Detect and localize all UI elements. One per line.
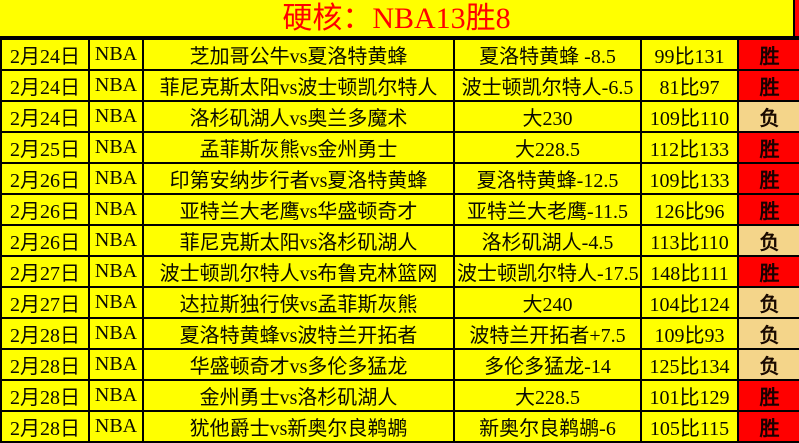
pick-cell: 亚特兰大老鹰-11.5 [453,193,642,226]
date-cell: 2月28日 [0,348,90,381]
pick-cell: 夏洛特黄蜂 -8.5 [453,38,642,71]
date-cell: 2月28日 [0,379,90,412]
date-cell: 2月24日 [0,38,90,71]
score-cell: 109比110 [640,100,739,133]
league-cell: NBA [88,255,144,288]
date-cell: 2月26日 [0,193,90,226]
score-cell: 109比133 [640,162,739,195]
match-cell: 菲尼克斯太阳vs洛杉矶湖人 [142,224,455,257]
score-cell: 105比115 [640,410,739,443]
date-cell: 2月27日 [0,286,90,319]
table-row: 2月27日 NBA 达拉斯独行侠vs孟菲斯灰熊 大240 104比124 负 [0,286,799,319]
pick-cell: 夏洛特黄蜂-12.5 [453,162,642,195]
score-cell: 109比93 [640,317,739,350]
league-cell: NBA [88,193,144,226]
results-table: 2月24日 NBA 芝加哥公牛vs夏洛特黄蜂 夏洛特黄蜂 -8.5 99比131… [0,38,799,443]
league-cell: NBA [88,410,144,443]
result-cell: 负 [737,348,799,381]
result-cell: 胜 [737,255,799,288]
match-cell: 华盛顿奇才vs多伦多猛龙 [142,348,455,381]
result-cell: 负 [737,317,799,350]
result-cell: 胜 [737,162,799,195]
pick-cell: 波士顿凯尔特人-17.5 [453,255,642,288]
date-cell: 2月24日 [0,100,90,133]
pick-cell: 大230 [453,100,642,133]
result-cell: 负 [737,224,799,257]
date-cell: 2月28日 [0,410,90,443]
league-cell: NBA [88,162,144,195]
pick-cell: 波特兰开拓者+7.5 [453,317,642,350]
score-cell: 101比129 [640,379,739,412]
result-cell: 负 [737,100,799,133]
result-cell: 胜 [737,379,799,412]
match-cell: 菲尼克斯太阳vs波士顿凯尔特人 [142,69,455,102]
result-cell: 胜 [737,131,799,164]
table-row: 2月28日 NBA 金州勇士vs洛杉矶湖人 大228.5 101比129 胜 [0,379,799,412]
result-cell: 胜 [737,410,799,443]
score-cell: 81比97 [640,69,739,102]
table-row: 2月24日 NBA 洛杉矶湖人vs奥兰多魔术 大230 109比110 负 [0,100,799,133]
date-cell: 2月28日 [0,317,90,350]
pick-cell: 大240 [453,286,642,319]
table-row: 2月26日 NBA 印第安纳步行者vs夏洛特黄蜂 夏洛特黄蜂-12.5 109比… [0,162,799,195]
result-cell: 胜 [737,38,799,71]
pick-cell: 多伦多猛龙-14 [453,348,642,381]
date-cell: 2月26日 [0,162,90,195]
pick-cell: 大228.5 [453,131,642,164]
match-cell: 孟菲斯灰熊vs金州勇士 [142,131,455,164]
pick-cell: 大228.5 [453,379,642,412]
league-cell: NBA [88,100,144,133]
league-cell: NBA [88,224,144,257]
league-cell: NBA [88,131,144,164]
date-cell: 2月27日 [0,255,90,288]
date-cell: 2月26日 [0,224,90,257]
match-cell: 夏洛特黄蜂vs波特兰开拓者 [142,317,455,350]
match-cell: 洛杉矶湖人vs奥兰多魔术 [142,100,455,133]
title-row: 硬核：NBA13胜8 [0,0,799,38]
match-cell: 芝加哥公牛vs夏洛特黄蜂 [142,38,455,71]
match-cell: 波士顿凯尔特人vs布鲁克林篮网 [142,255,455,288]
result-cell: 负 [737,286,799,319]
table-row: 2月26日 NBA 菲尼克斯太阳vs洛杉矶湖人 洛杉矶湖人-4.5 113比11… [0,224,799,257]
pick-cell: 洛杉矶湖人-4.5 [453,224,642,257]
score-cell: 99比131 [640,38,739,71]
date-cell: 2月24日 [0,69,90,102]
score-cell: 125比134 [640,348,739,381]
match-cell: 金州勇士vs洛杉矶湖人 [142,379,455,412]
league-cell: NBA [88,286,144,319]
pick-cell: 新奥尔良鹈鹕-6 [453,410,642,443]
score-cell: 126比96 [640,193,739,226]
league-cell: NBA [88,317,144,350]
table-row: 2月28日 NBA 夏洛特黄蜂vs波特兰开拓者 波特兰开拓者+7.5 109比9… [0,317,799,350]
league-cell: NBA [88,38,144,71]
table-row: 2月26日 NBA 亚特兰大老鹰vs华盛顿奇才 亚特兰大老鹰-11.5 126比… [0,193,799,226]
league-cell: NBA [88,379,144,412]
match-cell: 印第安纳步行者vs夏洛特黄蜂 [142,162,455,195]
score-cell: 148比111 [640,255,739,288]
score-cell: 113比110 [640,224,739,257]
score-cell: 112比133 [640,131,739,164]
match-cell: 亚特兰大老鹰vs华盛顿奇才 [142,193,455,226]
table-row: 2月28日 NBA 犹他爵士vs新奥尔良鹈鹕 新奥尔良鹈鹕-6 105比115 … [0,410,799,443]
result-cell: 胜 [737,193,799,226]
title-edge-red-block [793,0,799,36]
table-row: 2月28日 NBA 华盛顿奇才vs多伦多猛龙 多伦多猛龙-14 125比134 … [0,348,799,381]
page-title: 硬核：NBA13胜8 [282,2,511,35]
pick-cell: 波士顿凯尔特人-6.5 [453,69,642,102]
league-cell: NBA [88,69,144,102]
result-cell: 胜 [737,69,799,102]
date-cell: 2月25日 [0,131,90,164]
table-row: 2月24日 NBA 芝加哥公牛vs夏洛特黄蜂 夏洛特黄蜂 -8.5 99比131… [0,38,799,71]
match-cell: 达拉斯独行侠vs孟菲斯灰熊 [142,286,455,319]
league-cell: NBA [88,348,144,381]
match-cell: 犹他爵士vs新奥尔良鹈鹕 [142,410,455,443]
table-row: 2月27日 NBA 波士顿凯尔特人vs布鲁克林篮网 波士顿凯尔特人-17.5 1… [0,255,799,288]
score-cell: 104比124 [640,286,739,319]
table-row: 2月25日 NBA 孟菲斯灰熊vs金州勇士 大228.5 112比133 胜 [0,131,799,164]
table-row: 2月24日 NBA 菲尼克斯太阳vs波士顿凯尔特人 波士顿凯尔特人-6.5 81… [0,69,799,102]
